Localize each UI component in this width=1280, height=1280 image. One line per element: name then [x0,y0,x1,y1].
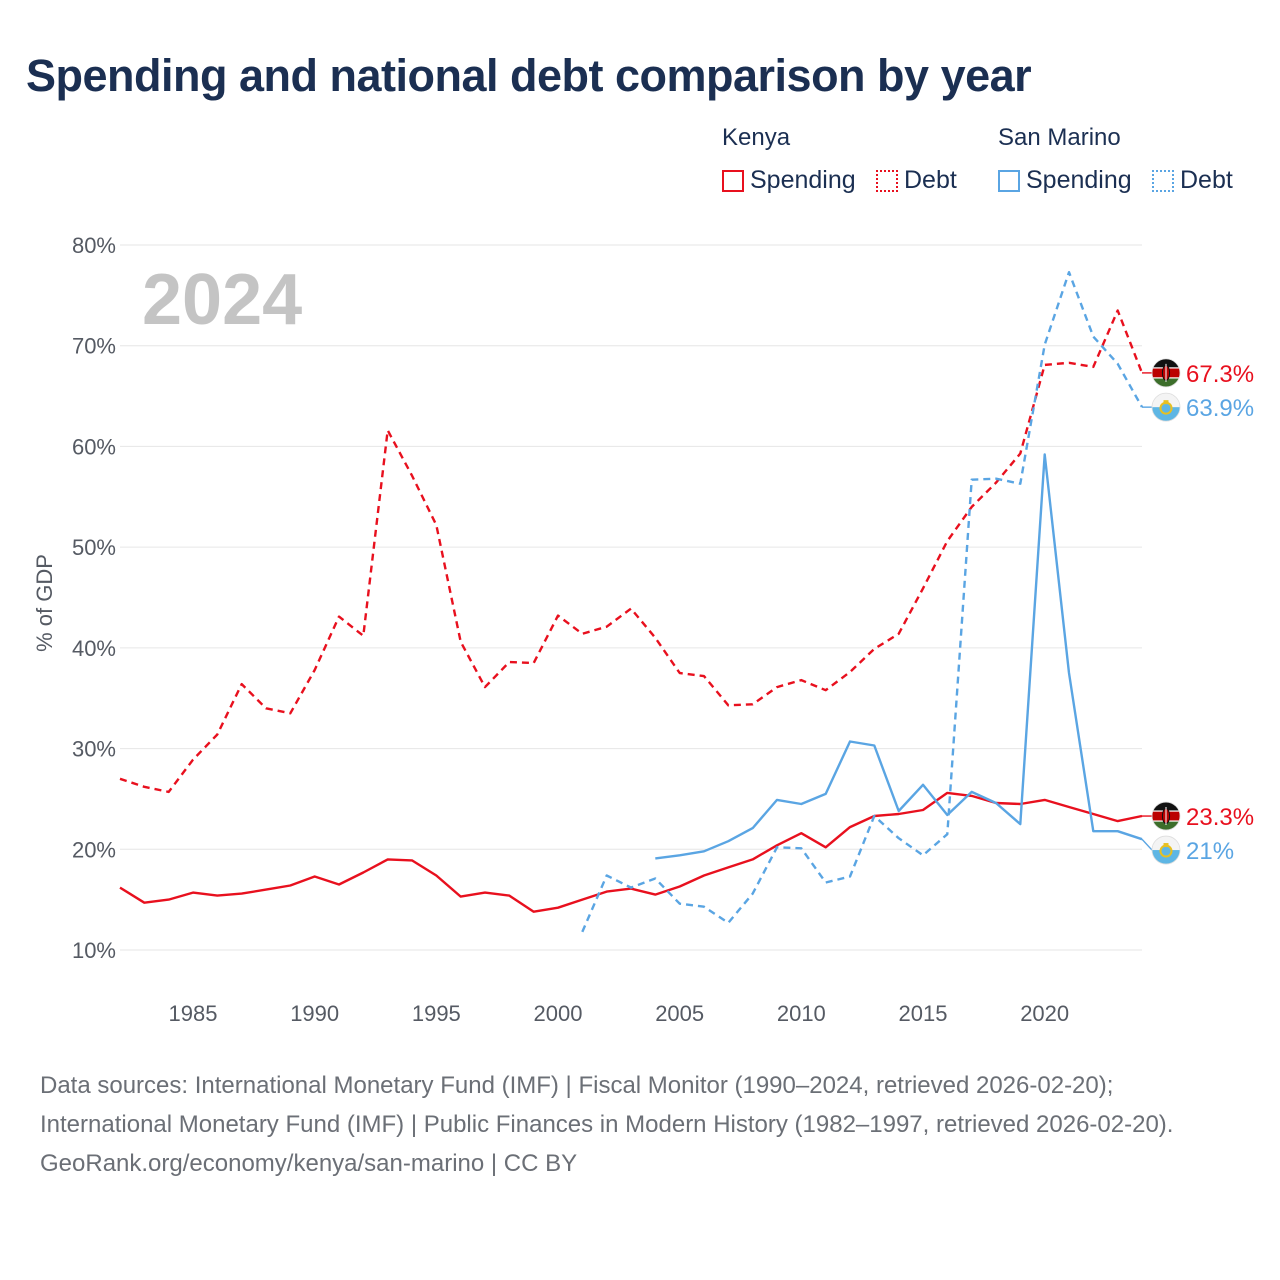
legend-label-kenya-spending: Spending [750,166,856,194]
kenya-flag-icon [1152,358,1180,387]
legend-item-kenya-debt[interactable]: Debt [876,166,957,195]
y-tick-label: 80% [72,233,116,258]
x-tick-label: 2010 [777,1001,826,1026]
legend-swatch-kenya-debt [876,169,898,192]
end-value-label: 63.9% [1186,395,1254,422]
y-tick-label: 60% [72,434,116,459]
end-markers: 67.3% 63.9% 23.3% 21% [1141,358,1254,865]
x-tick-label: 1990 [290,1001,339,1026]
y-tick-label: 70% [72,334,116,359]
san-marino-flag-icon [1152,836,1180,865]
kenya-flag-icon [1152,802,1180,831]
end-marker-kenya-spending: 23.3% [1142,801,1254,831]
end-marker-san-marino-debt: 63.9% [1142,392,1254,422]
grid-lines [120,244,1142,951]
legend-title-kenya: Kenya [722,124,791,151]
end-marker-kenya-debt: 67.3% [1142,358,1254,388]
series-line-san-marino-debt[interactable] [581,271,1144,933]
year-stamp: 2024 [142,260,302,340]
legend-item-kenya-spending[interactable]: Spending [722,166,856,195]
y-tick-label: 20% [72,837,116,862]
x-tick-label: 2005 [655,1001,704,1026]
x-tick-label: 1995 [412,1001,461,1026]
x-tick-label: 2015 [899,1001,948,1026]
end-value-label: 23.3% [1186,804,1254,831]
legend-swatch-kenya-spending [722,169,744,192]
legend-title-san-marino: San Marino [998,124,1121,151]
series-lines [119,271,1144,933]
end-marker-san-marino-spending: 21% [1141,835,1234,865]
footer: Data sources: International Monetary Fun… [40,1066,1240,1183]
series-line-kenya-spending[interactable] [119,791,1143,913]
end-connector [1141,838,1153,851]
legend-swatch-san-marino-spending [998,169,1020,192]
footer-credit[interactable]: GeoRank.org/economy/kenya/san-marino | C… [40,1150,578,1177]
legend-label-san-marino-debt: Debt [1180,166,1233,194]
end-value-label: 21% [1186,838,1234,865]
x-tick-label: 2000 [534,1001,583,1026]
y-tick-label: 30% [72,737,116,762]
series-line-kenya-debt[interactable] [119,309,1144,794]
legend-label-kenya-debt: Debt [904,166,957,194]
footer-sources: Data sources: International Monetary Fun… [40,1072,1174,1138]
san-marino-flag-icon [1152,393,1180,422]
end-value-label: 67.3% [1186,361,1254,388]
y-tick-label: 10% [72,938,116,963]
chart-title: Spending and national debt comparison by… [26,50,1032,101]
legend-label-san-marino-spending: Spending [1026,166,1132,194]
x-tick-label: 2020 [1020,1001,1069,1026]
legend-item-san-marino-spending[interactable]: Spending [998,166,1132,195]
y-tick-label: 50% [72,535,116,560]
legend-swatch-san-marino-debt [1152,169,1174,192]
x-axis-ticks: 1985 1990 1995 2000 2005 2010 2015 2020 [169,1001,1070,1026]
x-tick-label: 1985 [169,1001,218,1026]
y-tick-label: 40% [72,636,116,661]
chart-area: 10% 20% 30% 40% 50% 60% 70% 80% 1985 1990 1995 200… [32,233,1254,1026]
legend-item-san-marino-debt[interactable]: Debt [1152,166,1233,195]
y-axis-ticks: 10% 20% 30% 40% 50% 60% 70% 80% [72,233,116,963]
y-axis-label: % of GDP [32,554,57,652]
series-line-san-marino-spending[interactable] [655,453,1143,860]
